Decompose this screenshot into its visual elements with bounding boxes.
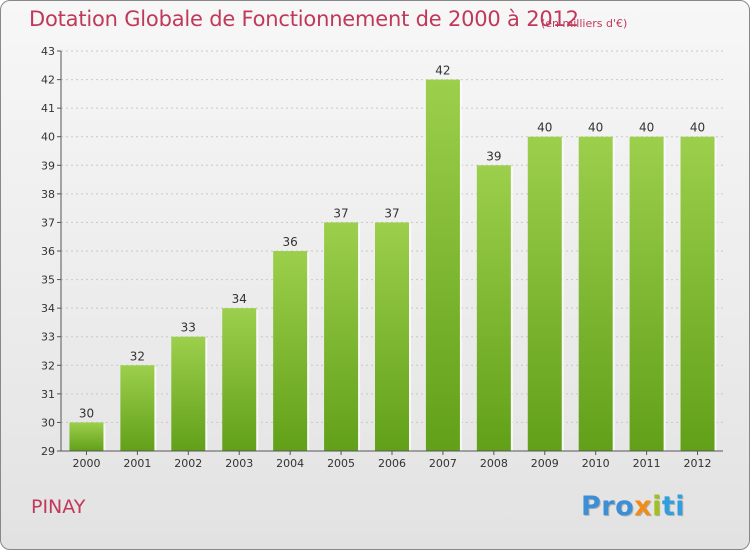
x-tick-label: 2009 [531,457,559,470]
x-tick-label: 2010 [582,457,610,470]
bar [680,136,715,451]
axes: 29 30 31 32 33 34 35 36 37 38 39 40 41 42 43 2000 2001 20… [41,45,723,470]
data-label: 30 [79,406,94,420]
logo-text-part: i [652,491,662,522]
x-tick-label: 2005 [327,457,355,470]
y-tick-label: 40 [41,131,55,144]
logo-text-part: Pro [581,491,635,522]
bar [273,251,308,451]
y-tick-label: 30 [41,416,55,429]
x-tick-label: 2002 [174,457,202,470]
logo-text-part: x [634,491,653,522]
bars [69,79,717,452]
x-tick-label: 2008 [480,457,508,470]
proxiti-logo[interactable]: Proxiti [581,491,685,522]
bar [629,136,664,451]
chart-title: Dotation Globale de Fonctionnement de 20… [29,7,579,31]
data-label: 33 [181,321,196,335]
data-label: 32 [130,349,145,363]
y-tick-label: 35 [41,274,55,287]
logo-text-part: ti [661,491,686,522]
bar [375,222,409,451]
y-tick-label: 32 [41,359,55,372]
data-label: 40 [588,121,603,135]
data-label: 39 [486,149,501,163]
x-tick-label: 2001 [123,457,151,470]
y-tick-label: 37 [41,216,55,229]
y-tick-label: 33 [41,331,55,344]
data-label: 37 [333,206,348,220]
y-tick-label: 31 [41,388,55,401]
y-tick-label: 39 [41,159,55,172]
data-label: 37 [384,206,399,220]
x-tick-label: 2000 [72,457,100,470]
y-tick-label: 36 [41,245,55,258]
x-tick-label: 2007 [429,457,457,470]
y-tick-label: 42 [41,74,55,87]
bar [476,165,511,452]
data-label: 40 [537,121,552,135]
commune-name: PINAY [31,496,86,518]
data-label: 36 [283,235,298,249]
data-label: 42 [435,64,450,78]
data-label: 34 [232,292,247,306]
bar [69,422,104,451]
data-label: 40 [690,121,705,135]
chart-subtitle: (en milliers d'€) [541,17,628,30]
x-tick-label: 2003 [225,457,253,470]
bar [578,136,613,451]
x-tick-label: 2004 [276,457,304,470]
y-tick-label: 34 [41,302,55,315]
data-labels: 30 32 33 34 36 37 37 42 39 40 40 40 40 [79,64,705,421]
bar [324,222,359,451]
y-tick-label: 43 [41,45,55,58]
bar [222,308,257,451]
x-tick-label: 2011 [633,457,661,470]
bar [120,365,155,451]
bar [425,79,460,452]
y-tick-label: 41 [41,102,55,115]
x-tick-label: 2012 [684,457,712,470]
y-tick-label: 29 [41,445,55,458]
data-label: 40 [639,121,654,135]
y-tick-label: 38 [41,188,55,201]
x-tick-label: 2006 [378,457,406,470]
bar [171,336,206,451]
bar [527,136,562,451]
